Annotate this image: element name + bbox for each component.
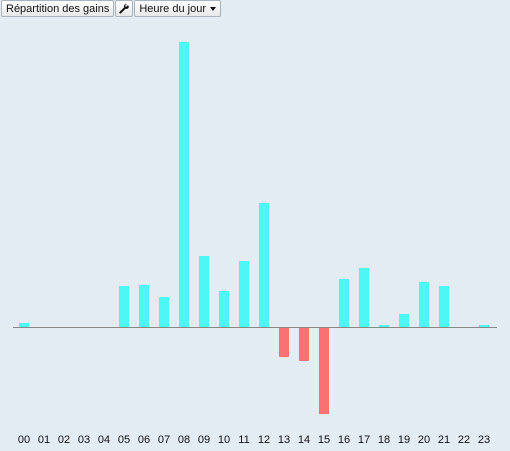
x-tick-label: 08 bbox=[178, 434, 190, 446]
bar-17 bbox=[359, 268, 369, 327]
bar-19 bbox=[399, 314, 409, 327]
x-tick-label: 14 bbox=[298, 434, 310, 446]
settings-button[interactable] bbox=[115, 0, 134, 17]
x-tick-label: 07 bbox=[158, 434, 170, 446]
x-tick-label: 12 bbox=[258, 434, 270, 446]
bar-14 bbox=[299, 327, 309, 361]
x-tick-label: 10 bbox=[218, 434, 230, 446]
bar-10 bbox=[219, 291, 229, 327]
bar-23 bbox=[479, 325, 489, 327]
x-tick-label: 00 bbox=[18, 434, 30, 446]
x-tick-label: 15 bbox=[318, 434, 330, 446]
wrench-icon bbox=[119, 3, 130, 14]
bar-08 bbox=[179, 42, 189, 327]
x-tick-label: 22 bbox=[458, 434, 470, 446]
bar-13 bbox=[279, 327, 289, 357]
period-select[interactable]: Heure du jour bbox=[134, 0, 221, 17]
chart-toolbar: Répartition des gains Heure du jour bbox=[1, 0, 222, 17]
x-tick-label: 04 bbox=[98, 434, 110, 446]
x-tick-label: 19 bbox=[398, 434, 410, 446]
x-tick-label: 20 bbox=[418, 434, 430, 446]
bar-12 bbox=[259, 203, 269, 327]
bar-16 bbox=[339, 279, 349, 327]
x-tick-label: 17 bbox=[358, 434, 370, 446]
chart-title-button[interactable]: Répartition des gains bbox=[1, 0, 115, 17]
x-tick-label: 09 bbox=[198, 434, 210, 446]
bar-11 bbox=[239, 261, 249, 327]
bar-20 bbox=[419, 282, 429, 327]
bar-21 bbox=[439, 286, 449, 327]
bar-06 bbox=[139, 285, 149, 327]
bar-15 bbox=[319, 327, 329, 414]
bar-09 bbox=[199, 256, 209, 327]
x-tick-label: 13 bbox=[278, 434, 290, 446]
x-tick-label: 05 bbox=[118, 434, 130, 446]
x-tick-label: 03 bbox=[78, 434, 90, 446]
bar-05 bbox=[119, 286, 129, 327]
bar-00 bbox=[19, 323, 29, 327]
x-tick-label: 11 bbox=[238, 434, 249, 446]
chevron-down-icon bbox=[210, 6, 216, 11]
bar-07 bbox=[159, 297, 169, 327]
x-tick-label: 02 bbox=[58, 434, 70, 446]
x-tick-label: 06 bbox=[138, 434, 150, 446]
x-tick-label: 23 bbox=[478, 434, 490, 446]
period-select-label: Heure du jour bbox=[139, 2, 206, 15]
bar-18 bbox=[379, 325, 389, 327]
x-tick-label: 16 bbox=[338, 434, 350, 446]
x-tick-label: 01 bbox=[38, 434, 50, 446]
x-tick-label: 21 bbox=[438, 434, 450, 446]
x-tick-label: 18 bbox=[378, 434, 390, 446]
